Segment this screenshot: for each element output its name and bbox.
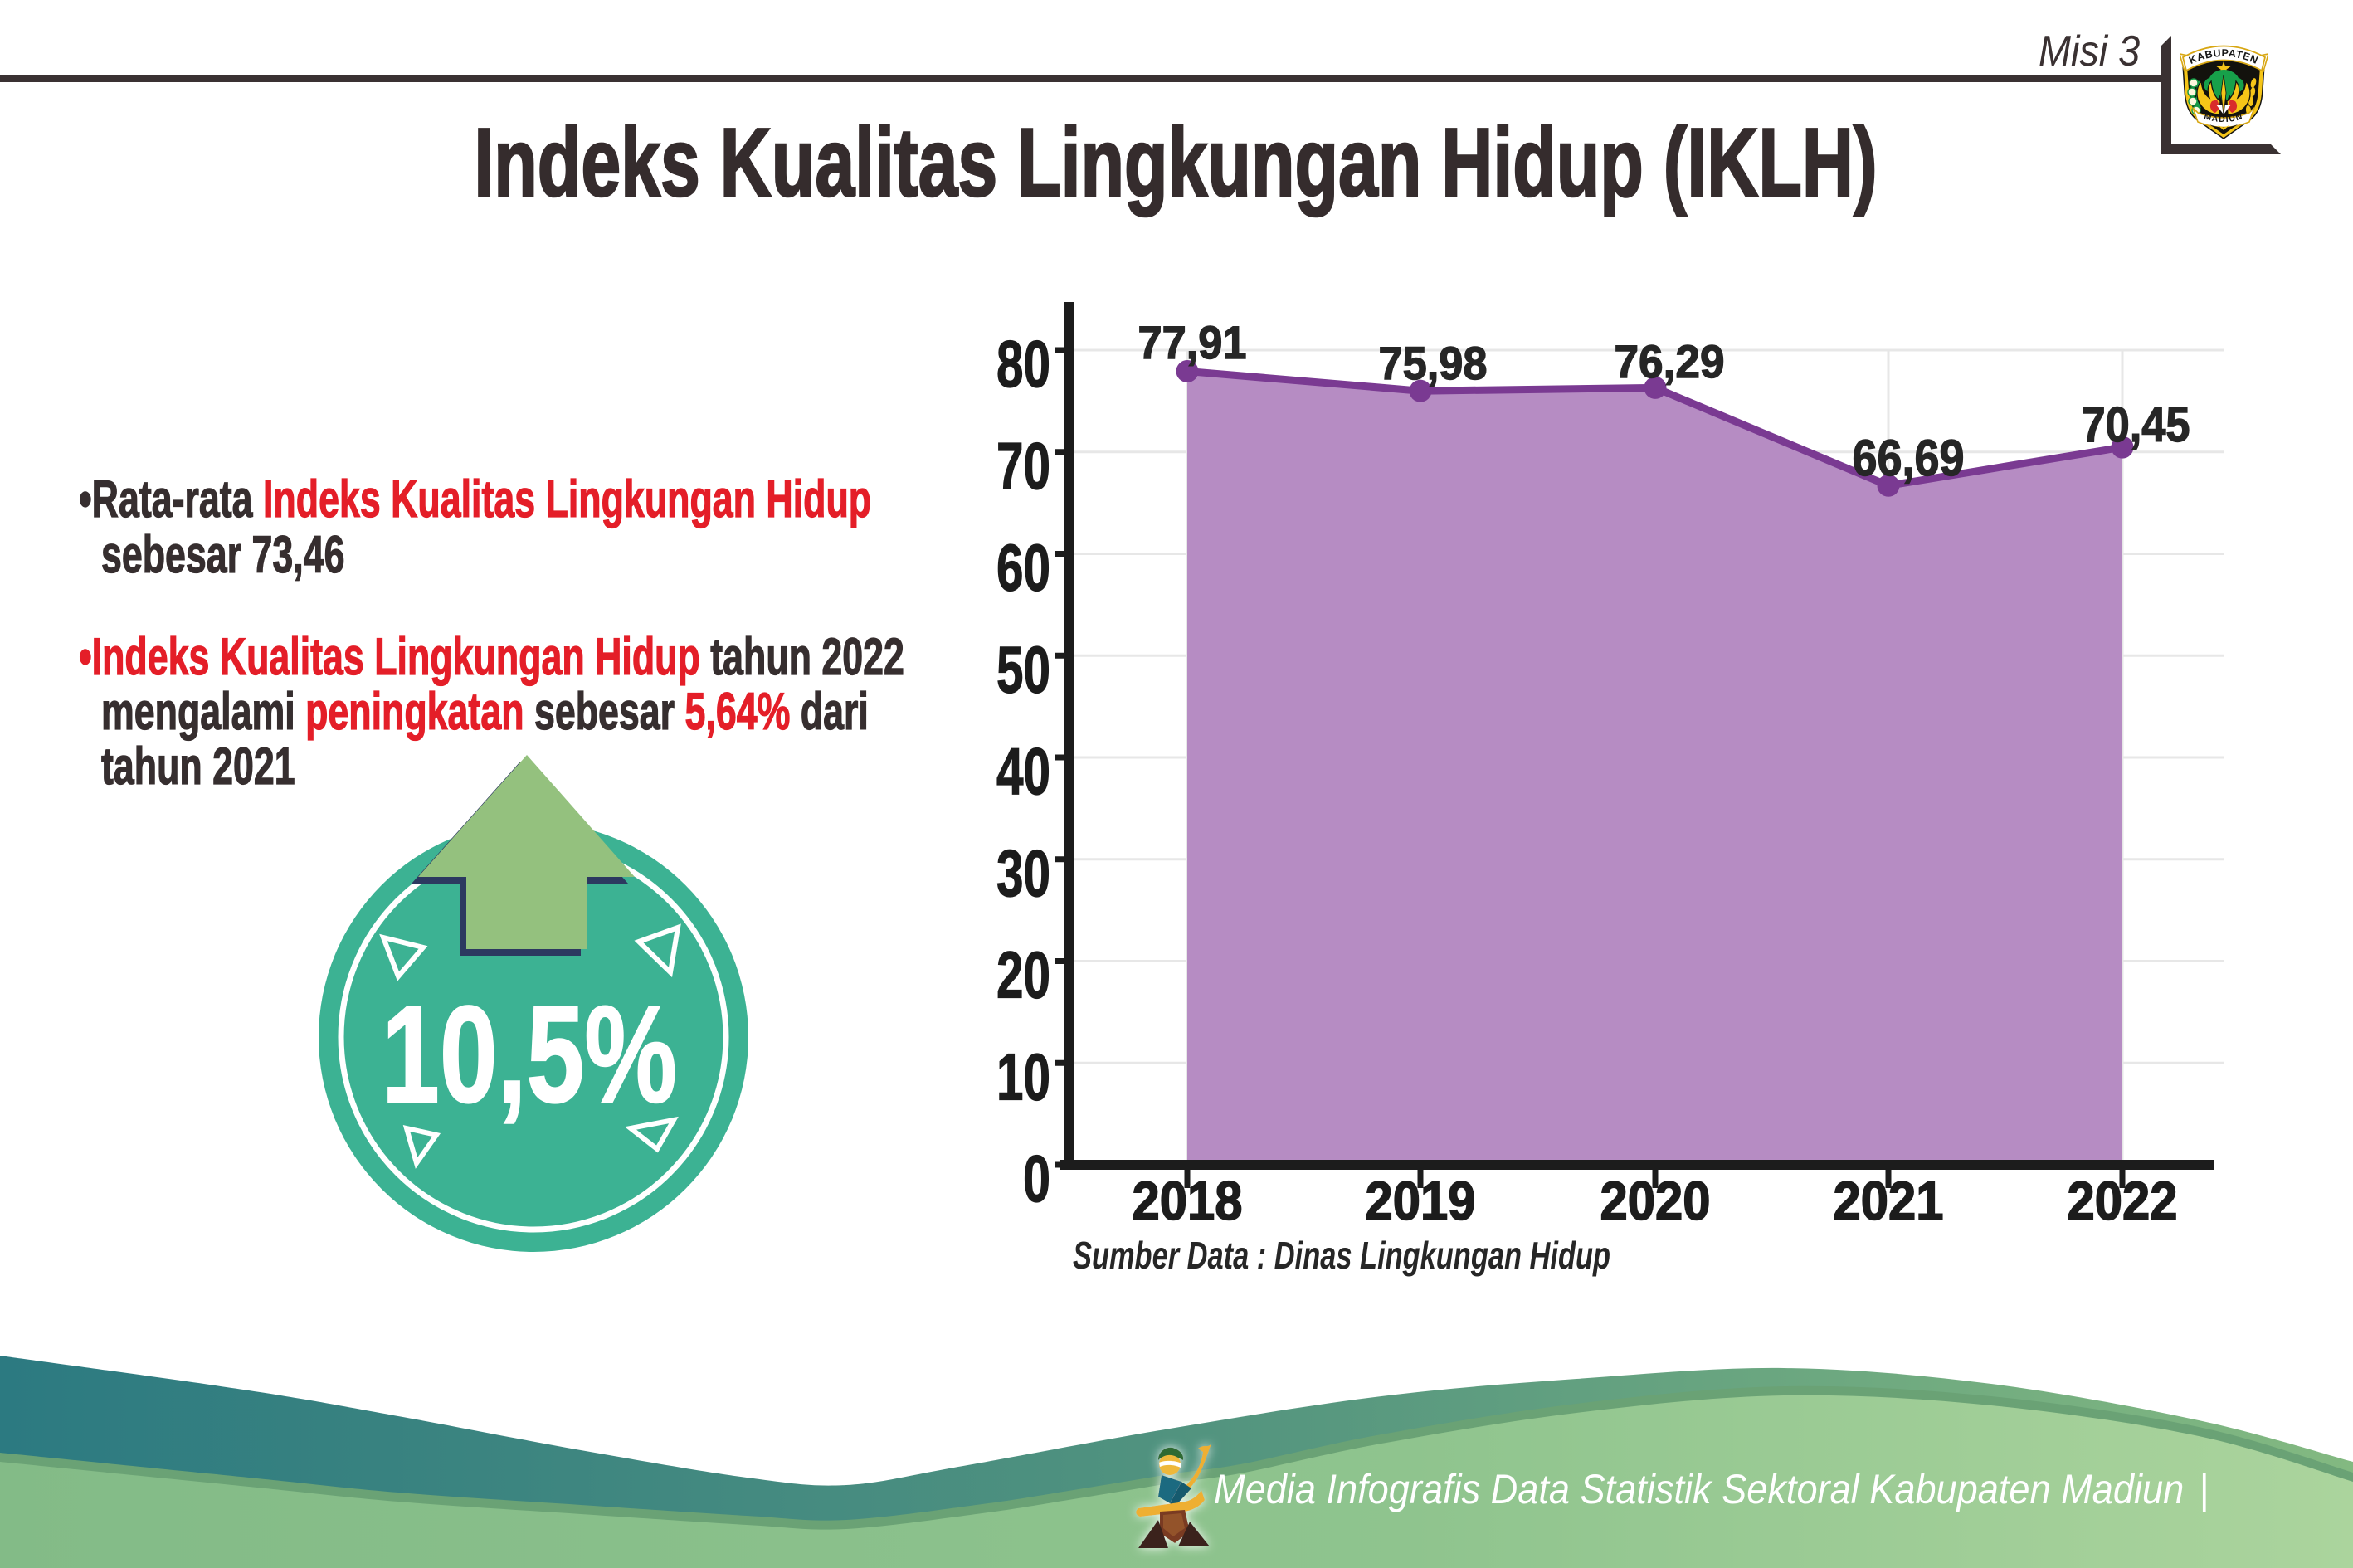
svg-text:2021: 2021 <box>1834 1170 1944 1231</box>
svg-text:30: 30 <box>996 836 1050 910</box>
svg-text:66,69: 66,69 <box>1853 430 1965 486</box>
svg-text:Sumber Data : Dinas Lingkungan: Sumber Data : Dinas Lingkungan Hidup <box>1073 1234 1610 1277</box>
svg-text:60: 60 <box>996 531 1050 605</box>
svg-text:2020: 2020 <box>1600 1170 1711 1231</box>
svg-text:2018: 2018 <box>1133 1170 1243 1231</box>
svg-text:MADIUN: MADIUN <box>2203 111 2244 124</box>
svg-text:77,91: 77,91 <box>1138 316 1247 368</box>
svg-text:0: 0 <box>1023 1142 1050 1215</box>
svg-text:2019: 2019 <box>1366 1170 1476 1231</box>
svg-text:70: 70 <box>996 429 1050 503</box>
svg-text:10,5%: 10,5% <box>382 978 677 1132</box>
svg-text:Media Infografis Data Statisti: Media Infografis Data Statistik Sektoral… <box>1214 1466 2209 1513</box>
svg-text:70,45: 70,45 <box>2082 397 2190 452</box>
svg-text:75,98: 75,98 <box>1379 337 1488 389</box>
svg-text:80: 80 <box>996 327 1050 401</box>
svg-text:76,29: 76,29 <box>1615 335 1725 387</box>
svg-text:50: 50 <box>996 632 1050 706</box>
svg-text:40: 40 <box>996 734 1050 808</box>
svg-text:2022: 2022 <box>2068 1170 2178 1231</box>
svg-text:10: 10 <box>996 1040 1050 1113</box>
svg-text:20: 20 <box>996 938 1050 1012</box>
